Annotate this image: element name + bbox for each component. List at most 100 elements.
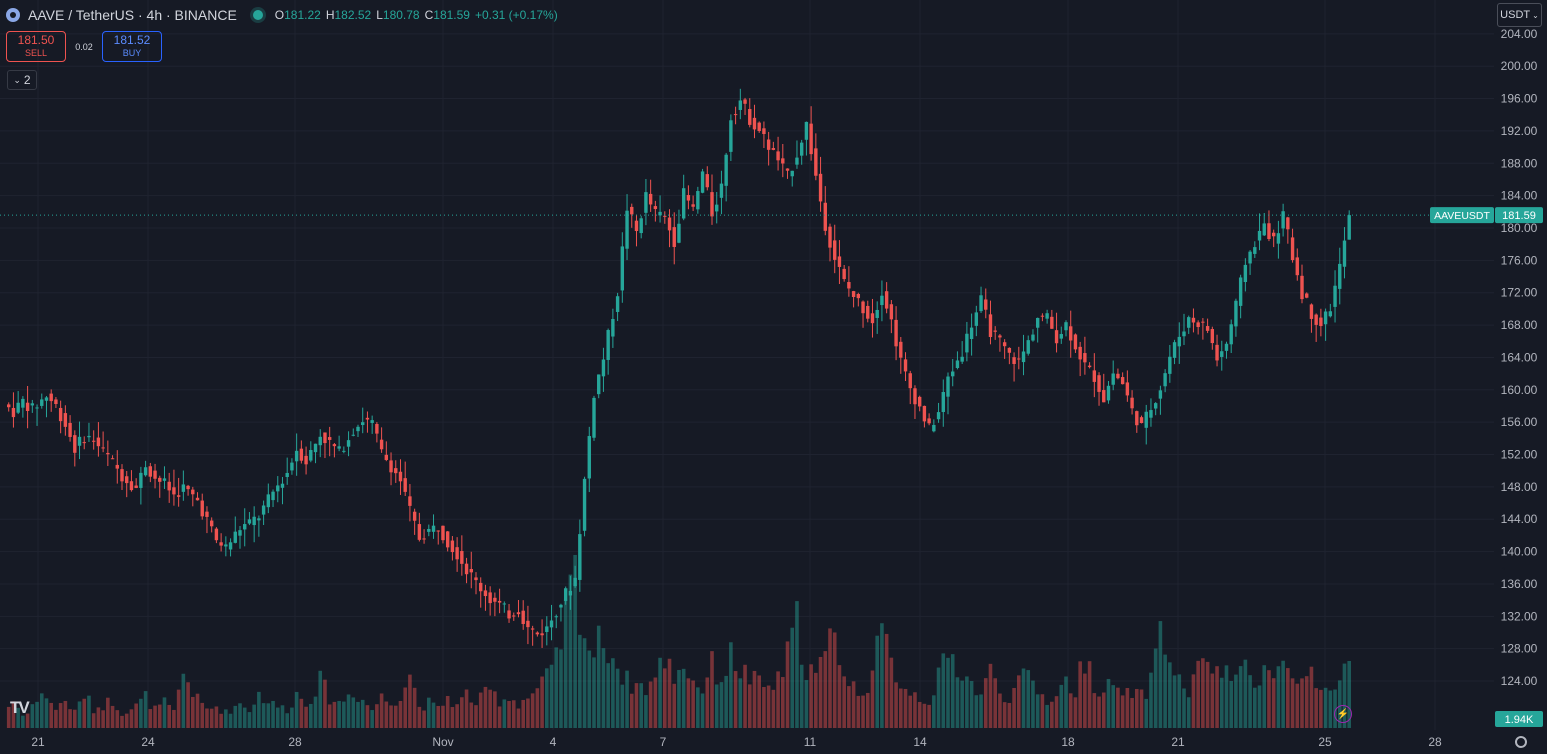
candle-body xyxy=(516,612,521,615)
lightning-icon[interactable]: ⚡ xyxy=(1334,705,1352,723)
volume-bar xyxy=(1059,684,1064,728)
candle-body xyxy=(488,592,492,604)
candle-body xyxy=(1040,315,1045,317)
volume-bar xyxy=(1149,672,1153,728)
volume-bar xyxy=(488,689,492,728)
candle-body xyxy=(271,491,275,501)
volume-bar xyxy=(417,706,422,728)
volume-bar xyxy=(474,705,478,728)
price-tick-label: 196.00 xyxy=(1501,92,1538,106)
volume-bar xyxy=(828,628,832,728)
volume-bar xyxy=(436,705,441,728)
volume-bar xyxy=(469,702,474,728)
volume-bar xyxy=(110,705,115,728)
candle-body xyxy=(403,478,407,492)
volume-bar xyxy=(261,703,266,728)
sell-button[interactable]: 181.50 SELL xyxy=(6,31,66,62)
volume-bar xyxy=(497,706,502,728)
candle-body xyxy=(1271,232,1276,237)
volume-bar xyxy=(408,674,412,728)
price-axis-labels: 204.00 200.00 196.00 192.00 188.00 184.00 180.… xyxy=(1501,27,1538,688)
candle-body xyxy=(766,139,771,150)
volume-bar xyxy=(445,695,450,728)
time-axis xyxy=(0,730,1494,754)
candle-body xyxy=(554,616,558,618)
candle-body xyxy=(927,418,931,424)
candle-body xyxy=(370,420,374,423)
candle-body xyxy=(110,458,115,460)
volume-bar xyxy=(1243,659,1248,728)
volume-tag: 1.94K xyxy=(1495,711,1543,727)
volume-bar xyxy=(851,681,856,728)
volume-bar xyxy=(172,709,176,728)
volume-bar xyxy=(73,709,77,728)
candle-body xyxy=(238,530,242,536)
volume-bar xyxy=(11,701,16,728)
candle-body xyxy=(861,301,865,314)
market-open-icon xyxy=(252,10,263,20)
candle-body xyxy=(398,471,403,482)
time-tick-label: 18 xyxy=(1061,735,1075,749)
candle-body xyxy=(332,444,337,447)
time-tick-label: 28 xyxy=(288,735,302,749)
volume-bar xyxy=(176,689,181,728)
currency-button[interactable]: USDT ⌄ xyxy=(1497,3,1542,27)
candle-body xyxy=(1149,410,1153,418)
volume-bar xyxy=(431,702,436,728)
volume-bar xyxy=(667,658,672,728)
volume-bar xyxy=(865,692,870,728)
volume-bar xyxy=(450,707,455,728)
symbol-title[interactable]: AAVE / TetherUS · 4h · BINANCE xyxy=(28,7,237,23)
candle-body xyxy=(969,327,974,340)
volume-bar xyxy=(861,695,865,728)
candle-body xyxy=(139,472,143,488)
volume-bar xyxy=(781,677,785,728)
indicators-toggle[interactable]: ⌄ 2 xyxy=(7,70,37,90)
candle-body xyxy=(1191,317,1196,323)
volume-bar xyxy=(275,707,280,728)
ohlc-open: O181.22 xyxy=(274,8,321,22)
candle-body xyxy=(285,472,289,477)
candle-body xyxy=(290,462,294,471)
volume-bar xyxy=(1139,689,1144,728)
volume-bar xyxy=(1323,687,1328,728)
candle-body xyxy=(304,455,308,465)
candle-body xyxy=(356,426,360,432)
candle-body xyxy=(294,450,299,462)
candle-body xyxy=(724,154,728,186)
candle-body xyxy=(705,174,709,188)
volume-bar xyxy=(58,703,63,728)
volume-bar xyxy=(1101,692,1106,728)
buy-button[interactable]: 181.52 BUY xyxy=(102,31,162,62)
candle-body xyxy=(181,484,186,492)
volume-bar xyxy=(214,706,219,728)
candle-body xyxy=(1182,331,1186,337)
candle-body xyxy=(1309,304,1314,319)
time-tick-label: 25 xyxy=(1318,735,1332,749)
volume-bar xyxy=(700,693,705,728)
candle-body xyxy=(266,494,271,508)
candle-body xyxy=(219,542,223,546)
volume-bar xyxy=(601,648,606,728)
volume-bar xyxy=(993,678,997,728)
candle-body xyxy=(436,530,440,532)
volume-bar xyxy=(181,673,186,728)
price-tick-label: 136.00 xyxy=(1501,577,1538,591)
volume-bar xyxy=(455,704,459,728)
volume-bar xyxy=(143,691,148,728)
candle-body xyxy=(1017,358,1021,360)
tradingview-logo-icon[interactable]: TV xyxy=(10,698,30,717)
volume-bar xyxy=(738,678,743,728)
sell-label: SELL xyxy=(24,47,48,58)
candle-body xyxy=(1064,322,1068,331)
candle-body xyxy=(606,330,610,360)
candle-body xyxy=(559,604,563,608)
volume-bar xyxy=(148,709,153,728)
candle-body xyxy=(799,142,804,156)
candle-body xyxy=(686,195,691,201)
candle-body xyxy=(710,192,714,217)
settings-gear-icon[interactable] xyxy=(1515,736,1527,748)
price-tick-label: 180.00 xyxy=(1501,221,1538,235)
volume-bar xyxy=(847,686,851,728)
